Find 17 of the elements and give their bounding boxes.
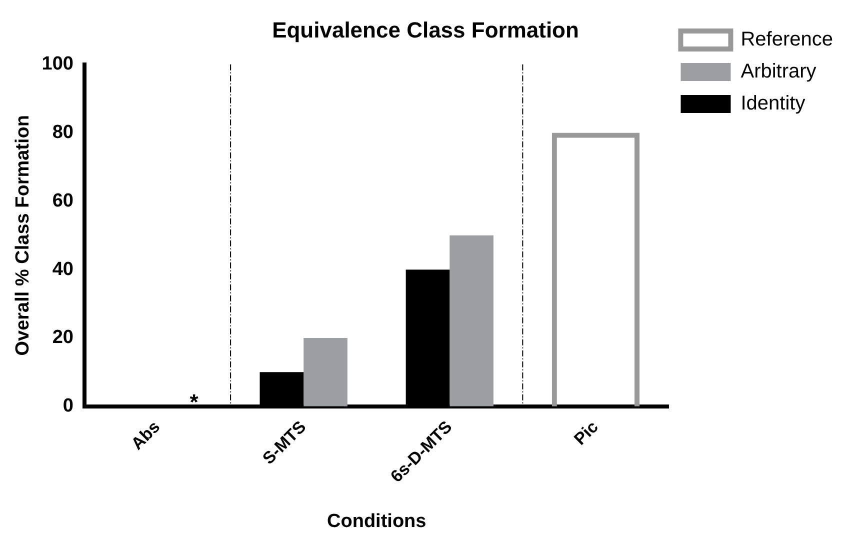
- bar: [450, 235, 494, 406]
- legend-label: Identity: [740, 92, 806, 115]
- x-axis-title: Conditions: [327, 510, 426, 532]
- x-tick-label: Abs: [128, 417, 164, 454]
- y-axis-title: Overall % Class Formation: [12, 114, 34, 356]
- y-tick-label: 40: [52, 258, 74, 280]
- y-tick-label: 100: [42, 54, 74, 75]
- x-tick-label: Pic: [570, 417, 602, 449]
- legend-label: Reference: [740, 28, 834, 51]
- y-tick-label: 80: [52, 122, 74, 144]
- y-tick-label: 0: [62, 396, 74, 417]
- legend-label: Arbitrary: [740, 60, 816, 83]
- y-tick-label: 60: [52, 190, 74, 212]
- y-tick-label: 20: [52, 327, 74, 348]
- bar: [304, 338, 348, 406]
- chart-title: Equivalence Class Formation: [272, 17, 579, 42]
- annotation: *: [190, 389, 199, 414]
